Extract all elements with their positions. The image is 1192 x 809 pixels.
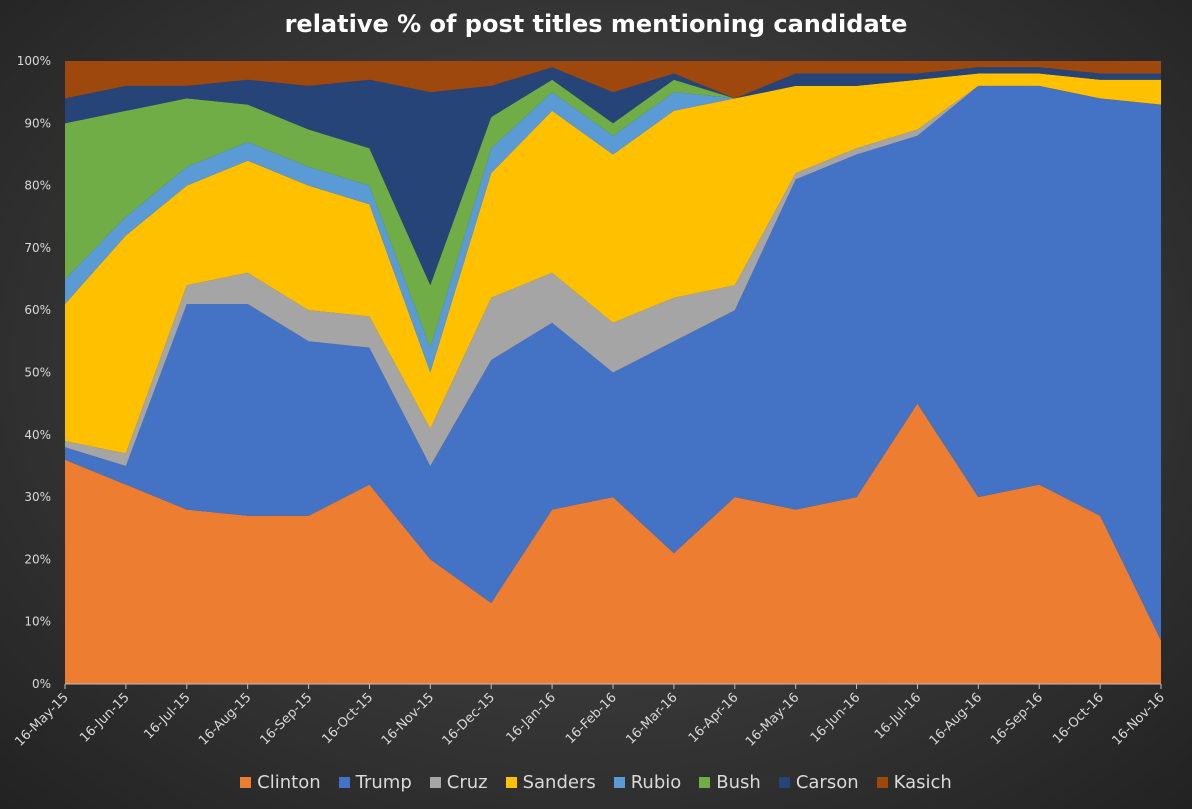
- x-tick-label: 16-Oct-16: [1050, 690, 1107, 747]
- x-tick-label: 16-Jun-16: [808, 690, 864, 746]
- legend-item-bush: Bush: [699, 772, 761, 793]
- y-tick-label: 50%: [24, 366, 51, 380]
- legend-item-carson: Carson: [778, 772, 859, 793]
- x-tick-label: 16-Jul-16: [872, 690, 924, 742]
- x-tick-label: 16-Mar-16: [623, 690, 680, 747]
- x-tick-label: 16-Oct-15: [319, 690, 376, 747]
- x-tick-label: 16-May-15: [12, 690, 71, 749]
- legend: Clinton Trump Cruz Sanders Rubio Bush Carson Ka…: [0, 772, 1192, 793]
- x-tick-label: 16-Nov-15: [379, 690, 437, 748]
- area-clinton: [65, 403, 1161, 684]
- legend-item-kasich: Kasich: [876, 772, 952, 793]
- chart-title: relative % of post titles mentioning can…: [284, 10, 908, 38]
- legend-swatch: [876, 777, 888, 788]
- legend-label: Sanders: [522, 772, 596, 793]
- legend-swatch: [699, 777, 711, 788]
- y-tick-label: 70%: [24, 241, 51, 255]
- x-tick-label: 16-Apr-16: [686, 690, 742, 746]
- legend-swatch: [613, 777, 625, 788]
- legend-item-rubio: Rubio: [613, 772, 682, 793]
- y-tick-label: 100%: [17, 54, 51, 68]
- y-tick-label: 60%: [24, 303, 51, 317]
- x-tick-label: 16-Aug-16: [927, 690, 985, 748]
- x-tick-label: 16-Jan-16: [504, 690, 559, 745]
- area-carson: [65, 67, 1161, 286]
- x-tick-label: 16-Sep-16: [988, 690, 1046, 748]
- legend-item-sanders: Sanders: [505, 772, 596, 793]
- x-tick-label: 16-Feb-16: [563, 690, 620, 747]
- x-tick-label: 16-Dec-15: [440, 690, 498, 748]
- y-tick-label: 0%: [32, 677, 51, 691]
- x-tick-label: 16-May-16: [743, 690, 802, 749]
- y-tick-label: 10%: [24, 615, 51, 629]
- y-tick-label: 80%: [24, 179, 51, 193]
- area-trump: [65, 85, 1161, 641]
- x-tick-label: 16-Jul-15: [141, 690, 193, 742]
- legend-swatch: [338, 777, 350, 788]
- legend-label: Trump: [355, 772, 412, 793]
- x-tick-label: 16-Sep-15: [257, 690, 315, 748]
- legend-label: Carson: [795, 772, 859, 793]
- legend-item-cruz: Cruz: [429, 772, 488, 793]
- x-tick-label: 16-Nov-16: [1109, 690, 1167, 748]
- legend-label: Cruz: [446, 772, 488, 793]
- x-tick-label: 16-Jun-15: [77, 690, 133, 746]
- legend-item-clinton: Clinton: [240, 772, 321, 793]
- y-tick-label: 20%: [24, 552, 51, 566]
- legend-swatch: [778, 777, 790, 788]
- y-tick-label: 40%: [24, 428, 51, 442]
- legend-item-trump: Trump: [338, 772, 412, 793]
- y-tick-label: 30%: [24, 490, 51, 504]
- legend-label: Bush: [716, 772, 761, 793]
- legend-swatch: [240, 777, 252, 788]
- y-tick-label: 90%: [24, 116, 51, 130]
- area-kasich: [65, 61, 1161, 99]
- legend-label: Clinton: [257, 772, 321, 793]
- legend-label: Rubio: [630, 772, 682, 793]
- legend-swatch: [429, 777, 441, 788]
- x-tick-label: 16-Aug-15: [196, 690, 254, 748]
- legend-swatch: [505, 777, 517, 788]
- legend-label: Kasich: [893, 772, 952, 793]
- area-sanders: [65, 73, 1161, 454]
- area-series-group: [65, 61, 1161, 684]
- area-bush: [65, 73, 1161, 348]
